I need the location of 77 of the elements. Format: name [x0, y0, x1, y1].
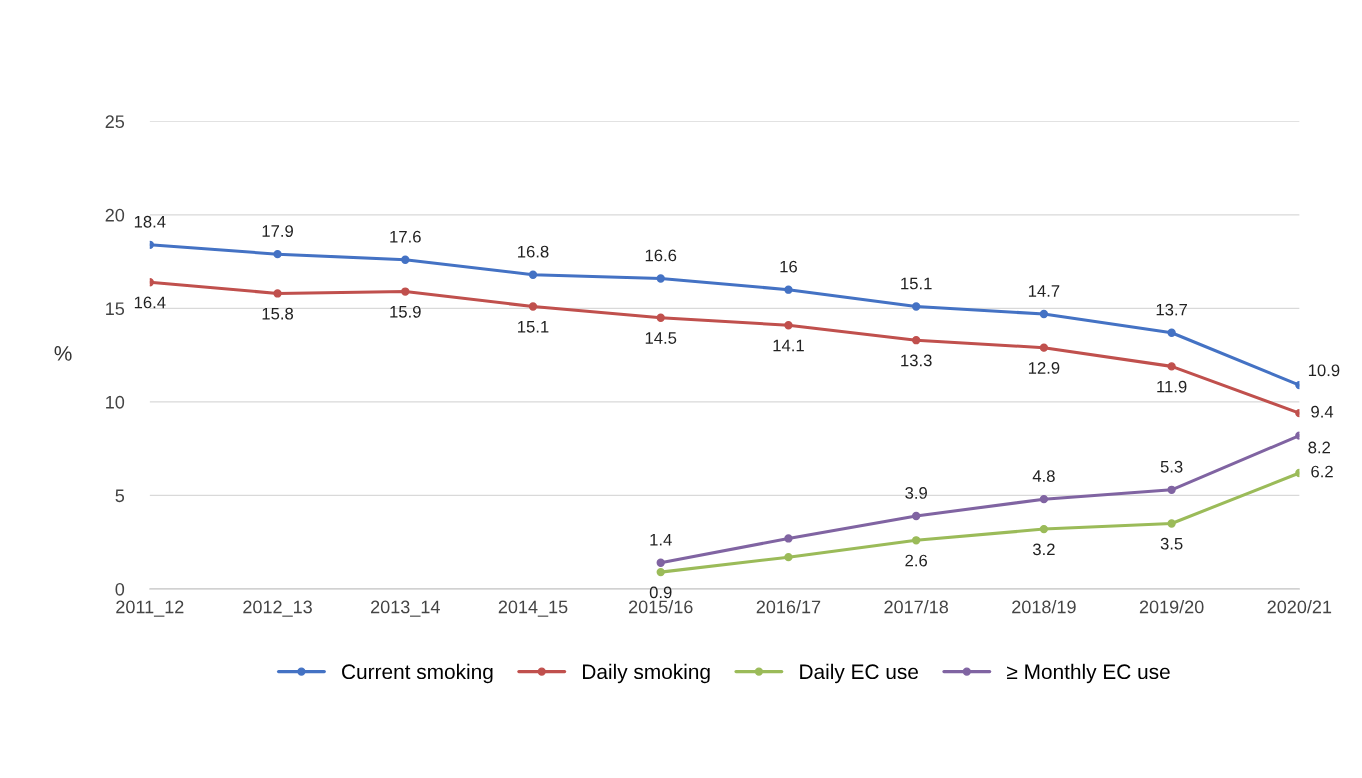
data-label: 16.6 [645, 249, 677, 262]
data-label: 15.8 [262, 307, 294, 320]
point [1167, 362, 1176, 371]
point [784, 285, 793, 294]
x-tick-label: 2020/21 [1267, 600, 1332, 614]
point [656, 274, 665, 283]
y-tick-label: 5 [115, 489, 125, 503]
point [784, 552, 793, 562]
data-label: 14.5 [645, 332, 677, 344]
x-tick-label: 2015/16 [629, 600, 693, 614]
y-tick-label: 20 [105, 208, 125, 222]
point [1039, 343, 1049, 352]
point [1167, 519, 1176, 528]
data-label: 16.4 [134, 296, 166, 309]
point [912, 536, 921, 545]
y-tick-label: 0 [115, 582, 125, 596]
point [656, 313, 665, 322]
data-label: 9.4 [1311, 405, 1334, 418]
point [401, 255, 410, 264]
point [912, 336, 921, 345]
legend-label: Daily EC use [800, 663, 918, 684]
data-label: 8.2 [1308, 441, 1331, 454]
data-label: 17.6 [390, 230, 421, 243]
data-label: 1.4 [650, 533, 672, 546]
data-label: 0.9 [649, 586, 672, 599]
data-label: 13.7 [1156, 303, 1188, 316]
x-tick-label: 2017/18 [884, 600, 949, 614]
x-tick-label: 2014_15 [498, 600, 568, 617]
data-label: 13.3 [901, 354, 932, 367]
point [273, 289, 282, 298]
legend-label: ≥ Monthly EC use [1007, 663, 1170, 684]
data-label: 15.9 [390, 305, 421, 318]
data-label: 16 [780, 260, 797, 273]
y-tick-label: 10 [106, 395, 125, 409]
point [912, 302, 921, 311]
x-tick-label: 2016/17 [756, 600, 821, 614]
data-label: 10.9 [1308, 364, 1340, 377]
point [273, 249, 282, 259]
data-label: 18.4 [134, 215, 166, 228]
point [528, 270, 538, 279]
data-label: 11.9 [1157, 380, 1187, 393]
data-label: 15.1 [518, 321, 549, 333]
point [912, 511, 921, 521]
legend-label: Current smoking [342, 663, 493, 684]
data-label: 3.5 [1160, 537, 1183, 550]
y-tick-label: 15 [106, 302, 125, 316]
data-label: 12.9 [1028, 362, 1060, 374]
data-label: 15.1 [901, 277, 932, 290]
point [656, 567, 665, 577]
point [784, 321, 793, 330]
point [1039, 524, 1049, 534]
y-tick-label: 25 [105, 115, 125, 129]
data-label: 14.7 [1028, 285, 1060, 297]
data-label: 4.8 [1032, 470, 1055, 482]
point [656, 558, 665, 567]
point [784, 534, 793, 543]
legend-label: Daily smoking [583, 663, 710, 684]
data-label: 6.2 [1311, 465, 1333, 478]
point [1167, 485, 1176, 494]
data-label: 17.9 [262, 225, 293, 237]
point [1039, 309, 1049, 319]
data-label: 3.2 [1032, 543, 1055, 556]
x-tick-label: 2019/20 [1139, 600, 1204, 614]
data-label: 3.9 [905, 487, 927, 499]
data-label: 5.3 [1160, 460, 1183, 473]
point [1167, 328, 1176, 337]
point [528, 302, 538, 311]
x-tick-label: 2011_12 [116, 600, 184, 617]
point [401, 287, 410, 296]
data-label: 14.1 [773, 339, 804, 352]
y-axis-title: % [54, 346, 72, 361]
x-tick-label: 2018/19 [1012, 600, 1076, 614]
data-label: 16.8 [518, 245, 549, 258]
x-tick-label: 2013_14 [371, 600, 440, 617]
x-tick-label: 2012_13 [243, 600, 312, 617]
data-label: 2.6 [905, 554, 928, 567]
point [1039, 495, 1049, 504]
